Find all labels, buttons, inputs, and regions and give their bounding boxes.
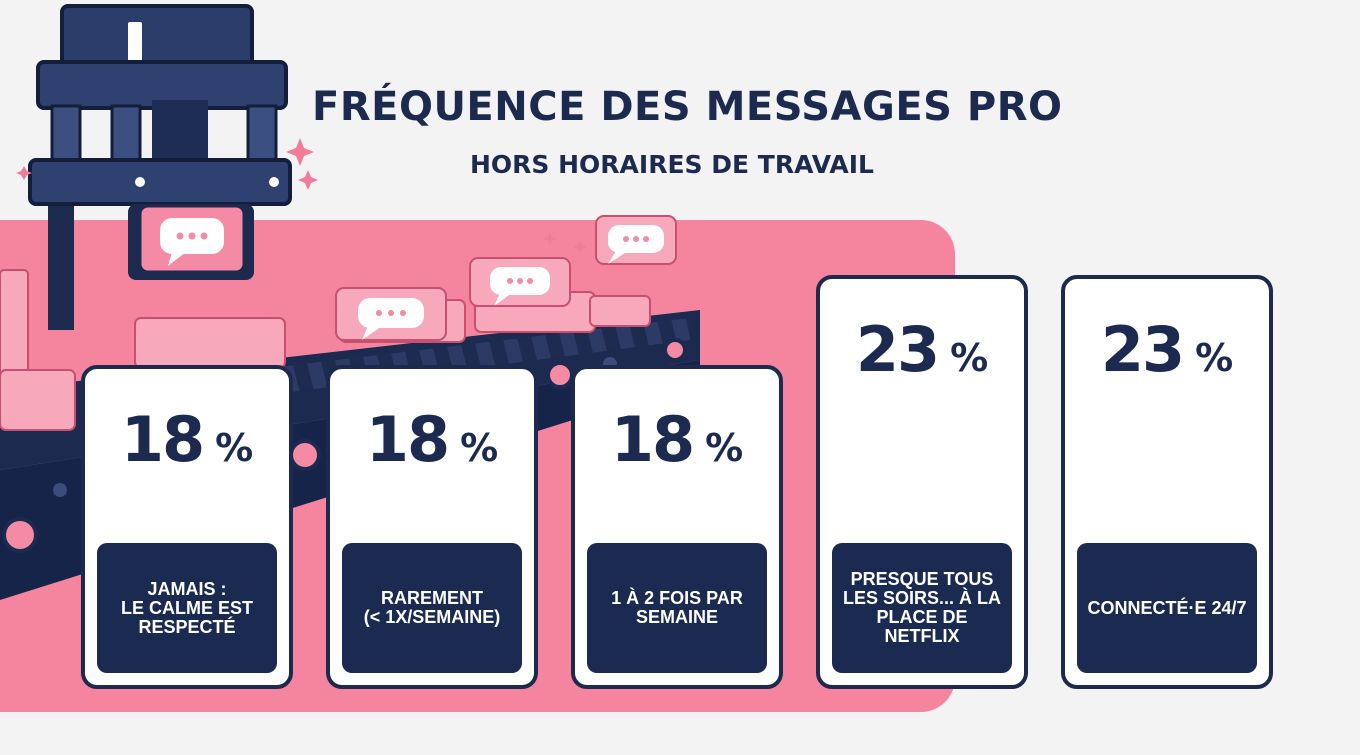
percentage-number: 18 bbox=[610, 403, 695, 476]
percentage-number: 23 bbox=[855, 313, 940, 386]
percent-sign: % bbox=[215, 426, 254, 470]
chat-bubble-icon bbox=[138, 204, 677, 341]
category-label: JAMAIS : LE CALME EST RESPECTÉ bbox=[120, 578, 253, 637]
percentage-value: 23% bbox=[1065, 313, 1269, 386]
category-label-box: RAREMENT (< 1X/SEMAINE) bbox=[342, 543, 522, 673]
percentage-number: 23 bbox=[1100, 313, 1185, 386]
percentage-value: 18% bbox=[85, 403, 289, 476]
sparkle-icon bbox=[16, 138, 587, 254]
stat-card: 18% 1 À 2 FOIS PAR SEMAINE bbox=[571, 365, 783, 689]
category-label-box: JAMAIS : LE CALME EST RESPECTÉ bbox=[97, 543, 277, 673]
percentage-value: 23% bbox=[820, 313, 1024, 386]
category-label: PRESQUE TOUS LES SOIRS... À LA PLACE DE … bbox=[842, 569, 1002, 646]
category-label: RAREMENT (< 1X/SEMAINE) bbox=[363, 588, 501, 627]
stat-card: 18% JAMAIS : LE CALME EST RESPECTÉ bbox=[81, 365, 293, 689]
category-label-box: 1 À 2 FOIS PAR SEMAINE bbox=[587, 543, 767, 673]
percentage-value: 18% bbox=[330, 403, 534, 476]
category-label-box: CONNECTÉ·E 24/7 bbox=[1077, 543, 1257, 673]
chart-title: FRÉQUENCE DES MESSAGES PRO bbox=[312, 84, 1063, 130]
chart-subtitle: HORS HORAIRES DE TRAVAIL bbox=[470, 150, 874, 179]
percentage-value: 18% bbox=[575, 403, 779, 476]
percentage-number: 18 bbox=[365, 403, 450, 476]
percentage-number: 18 bbox=[120, 403, 205, 476]
percent-sign: % bbox=[705, 426, 744, 470]
stat-card: 18% RAREMENT (< 1X/SEMAINE) bbox=[326, 365, 538, 689]
percent-sign: % bbox=[1195, 336, 1234, 380]
percent-sign: % bbox=[460, 426, 499, 470]
category-label-box: PRESQUE TOUS LES SOIRS... À LA PLACE DE … bbox=[832, 543, 1012, 673]
category-label: CONNECTÉ·E 24/7 bbox=[1087, 597, 1247, 618]
stat-card: 23% CONNECTÉ·E 24/7 bbox=[1061, 275, 1273, 689]
percent-sign: % bbox=[950, 336, 989, 380]
machine-press-icon bbox=[28, 4, 292, 330]
stat-card: 23% PRESQUE TOUS LES SOIRS... À LA PLACE … bbox=[816, 275, 1028, 689]
category-label: 1 À 2 FOIS PAR SEMAINE bbox=[611, 588, 743, 627]
